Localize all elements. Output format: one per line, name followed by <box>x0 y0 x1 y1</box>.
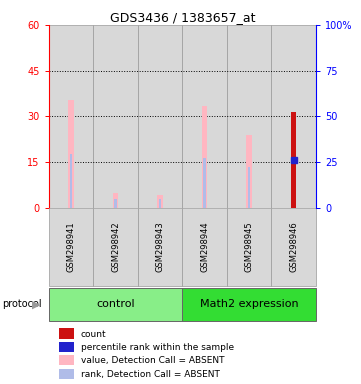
Text: GSM298941: GSM298941 <box>66 222 75 272</box>
Text: percentile rank within the sample: percentile rank within the sample <box>81 343 234 352</box>
Text: Math2 expression: Math2 expression <box>200 300 299 310</box>
Title: GDS3436 / 1383657_at: GDS3436 / 1383657_at <box>109 11 255 24</box>
Bar <box>49 25 93 208</box>
Bar <box>68 99 74 208</box>
Text: GSM298946: GSM298946 <box>289 222 298 272</box>
Bar <box>114 199 117 208</box>
Text: count: count <box>81 330 106 339</box>
Bar <box>202 106 207 208</box>
Bar <box>60 328 74 339</box>
Bar <box>248 167 251 208</box>
Bar <box>182 25 227 208</box>
Bar <box>93 208 138 286</box>
Bar <box>60 355 74 365</box>
Text: protocol: protocol <box>2 300 42 310</box>
Bar <box>182 288 316 321</box>
Text: GSM298944: GSM298944 <box>200 222 209 272</box>
Bar <box>227 208 271 286</box>
Text: GSM298942: GSM298942 <box>111 222 120 272</box>
Bar <box>113 192 118 208</box>
Bar <box>291 112 296 208</box>
Bar <box>227 25 271 208</box>
Bar <box>93 25 138 208</box>
Bar <box>159 199 161 208</box>
Bar <box>60 369 74 379</box>
Bar <box>49 208 93 286</box>
Text: value, Detection Call = ABSENT: value, Detection Call = ABSENT <box>81 356 224 365</box>
Bar <box>203 159 206 208</box>
Bar <box>247 135 252 208</box>
Bar <box>271 25 316 208</box>
Bar <box>138 25 182 208</box>
Bar <box>182 208 227 286</box>
Text: GSM298943: GSM298943 <box>156 222 165 272</box>
Bar <box>271 208 316 286</box>
Bar <box>157 195 163 208</box>
Text: rank, Detection Call = ABSENT: rank, Detection Call = ABSENT <box>81 370 219 379</box>
Bar <box>70 154 72 208</box>
Bar <box>138 208 182 286</box>
Text: GSM298945: GSM298945 <box>245 222 253 272</box>
Text: ▶: ▶ <box>32 300 40 310</box>
Bar <box>49 288 182 321</box>
Text: control: control <box>96 300 135 310</box>
Bar <box>60 342 74 352</box>
